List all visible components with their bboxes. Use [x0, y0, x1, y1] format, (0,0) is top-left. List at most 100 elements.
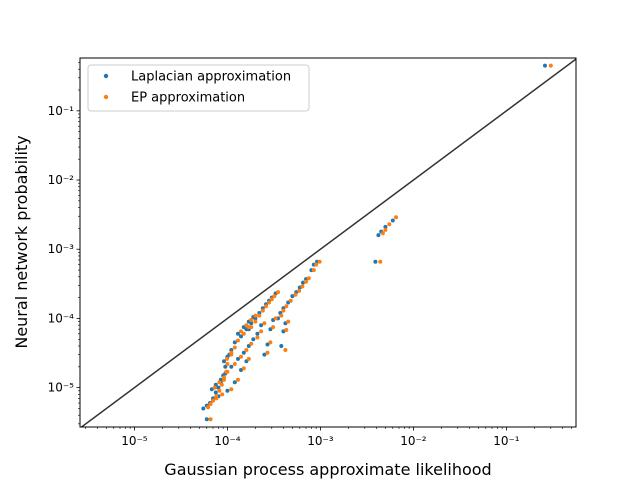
data-point-ep-approximation [220, 392, 225, 397]
data-point-ep-approximation [272, 294, 277, 299]
data-point-ep-approximation [259, 329, 264, 334]
plot-frame [79, 57, 577, 428]
data-point-ep-approximation [260, 308, 265, 313]
y-tick-label: 10⁻³ [48, 242, 75, 256]
x-tick-label: 10⁻⁵ [121, 434, 148, 448]
data-point-laplacian-approximation [383, 224, 388, 229]
x-tick-label: 10⁻¹ [493, 434, 520, 448]
data-point-laplacian-approximation [201, 406, 206, 411]
legend-label: Laplacian approximation [131, 70, 291, 85]
data-point-ep-approximation [229, 387, 234, 392]
data-point-ep-approximation [217, 380, 222, 385]
data-point-ep-approximation [232, 362, 237, 366]
data-point-ep-approximation [225, 356, 229, 361]
data-point-laplacian-approximation [279, 344, 284, 348]
data-point-ep-approximation [300, 284, 305, 289]
data-point-ep-approximation [239, 329, 243, 334]
legend-box [87, 64, 310, 112]
data-point-ep-approximation [306, 276, 311, 281]
data-point-ep-approximation [211, 398, 215, 403]
data-point-ep-approximation [265, 350, 270, 355]
data-point-ep-approximation [311, 268, 316, 273]
data-point-ep-approximation [232, 345, 237, 350]
x-tick-label: 10⁻⁴ [214, 434, 241, 448]
data-point-ep-approximation [394, 215, 398, 220]
data-point-laplacian-approximation [390, 218, 395, 223]
data-point-ep-approximation [246, 356, 251, 361]
data-point-ep-approximation [244, 348, 249, 352]
data-point-ep-approximation [217, 388, 222, 393]
data-point-laplacian-approximation [373, 259, 378, 264]
data-point-laplacian-approximation [229, 364, 234, 369]
legend-marker [103, 94, 109, 100]
data-point-ep-approximation [219, 382, 224, 387]
data-point-ep-approximation [249, 325, 254, 330]
data-point-ep-approximation [387, 222, 392, 227]
y-tick-label: 10⁻⁵ [48, 381, 75, 395]
data-point-laplacian-approximation [376, 233, 381, 238]
legend: Laplacian approximation EP approximation [87, 64, 310, 112]
data-point-ep-approximation [276, 290, 280, 295]
data-point-ep-approximation [271, 325, 276, 330]
data-point-ep-approximation [378, 259, 383, 264]
data-point-ep-approximation [267, 300, 271, 305]
data-point-ep-approximation [288, 298, 293, 303]
data-point-ep-approximation [253, 313, 258, 318]
plot-area [80, 58, 576, 427]
data-point-ep-approximation [239, 354, 243, 359]
data-point-laplacian-approximation [251, 337, 256, 342]
data-point-ep-approximation [269, 297, 274, 302]
data-point-ep-approximation [262, 321, 267, 326]
data-point-ep-approximation [268, 340, 273, 345]
data-point-ep-approximation [241, 366, 246, 371]
y-tick-label: 10⁻² [48, 173, 75, 187]
data-point-ep-approximation [229, 350, 234, 355]
data-point-ep-approximation [249, 341, 254, 346]
data-point-ep-approximation [286, 319, 291, 324]
data-point-ep-approximation [257, 313, 262, 318]
data-point-laplacian-approximation [241, 350, 246, 355]
data-point-ep-approximation [314, 262, 319, 267]
data-point-laplacian-approximation [301, 280, 305, 285]
data-point-ep-approximation [214, 396, 219, 401]
data-point-laplacian-approximation [216, 385, 221, 390]
data-point-ep-approximation [284, 328, 289, 332]
data-point-ep-approximation [284, 304, 289, 309]
data-point-ep-approximation [244, 323, 249, 328]
data-point-laplacian-approximation [239, 334, 243, 339]
data-point-laplacian-approximation [222, 359, 226, 364]
data-point-ep-approximation [264, 304, 268, 309]
data-point-laplacian-approximation [232, 340, 237, 345]
data-point-ep-approximation [297, 288, 302, 293]
data-point-ep-approximation [304, 279, 308, 284]
data-point-ep-approximation [383, 227, 388, 232]
data-point-laplacian-approximation [255, 331, 260, 336]
data-point-ep-approximation [293, 292, 298, 297]
data-point-laplacian-approximation [213, 390, 218, 395]
data-point-ep-approximation [279, 313, 284, 318]
x-tick-label: 10⁻² [400, 434, 427, 448]
data-point-laplacian-approximation [223, 364, 228, 369]
data-point-ep-approximation [208, 417, 213, 422]
data-point-laplacian-approximation [225, 388, 230, 393]
data-point-laplacian-approximation [543, 63, 547, 68]
data-point-ep-approximation [281, 308, 286, 313]
data-point-ep-approximation [241, 331, 246, 336]
data-point-ep-approximation [222, 375, 226, 380]
data-point-ep-approximation [283, 348, 288, 352]
data-point-ep-approximation [225, 362, 230, 366]
data-point-ep-approximation [236, 338, 240, 343]
data-point-laplacian-approximation [259, 323, 264, 328]
y-axis-label: Neural network probability [12, 135, 31, 348]
data-point-ep-approximation [548, 63, 553, 68]
data-point-ep-approximation [380, 231, 385, 236]
data-point-ep-approximation [236, 377, 240, 382]
data-point-laplacian-approximation [262, 352, 267, 357]
legend-label: EP approximation [131, 91, 245, 106]
data-point-laplacian-approximation [232, 380, 237, 385]
data-point-laplacian-approximation [290, 294, 295, 299]
data-point-ep-approximation [317, 259, 322, 264]
data-point-laplacian-approximation [236, 356, 240, 361]
y-tick-label: 10⁻⁴ [48, 311, 75, 325]
